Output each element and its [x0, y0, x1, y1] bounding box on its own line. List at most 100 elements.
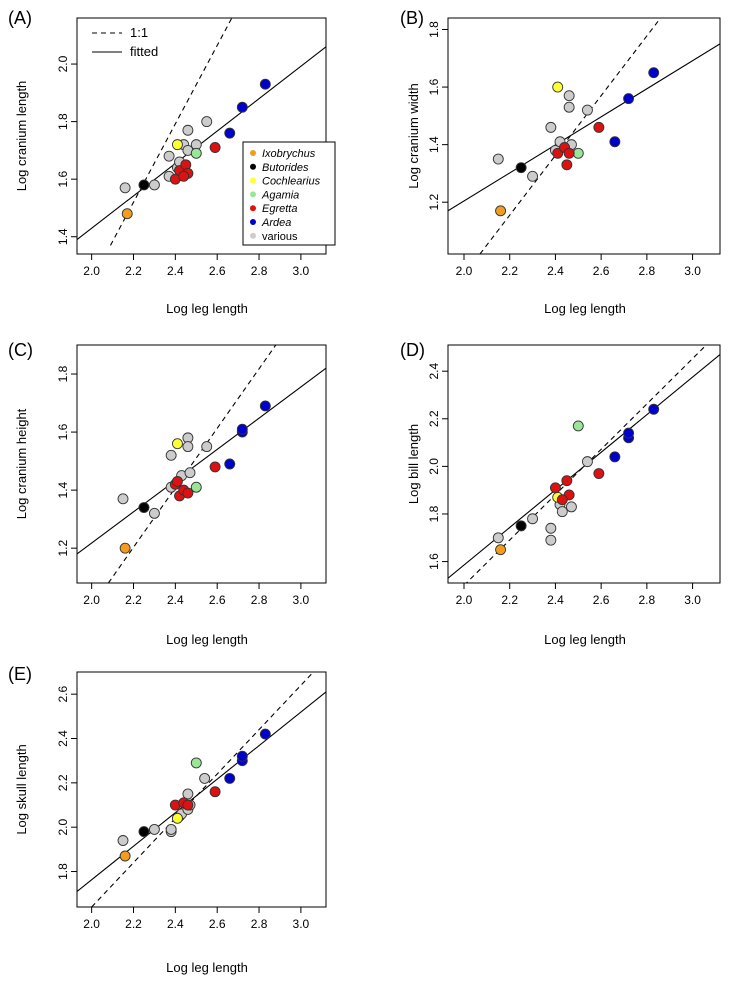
- data-point: [609, 451, 621, 463]
- x-axis-label: Log leg length: [166, 960, 248, 975]
- y-axis-label: Log bill length: [406, 424, 421, 504]
- data-point: [572, 420, 584, 432]
- y-tick-label: 2.4: [427, 363, 441, 380]
- y-tick-label: 2.6: [56, 686, 70, 703]
- data-point: [549, 482, 561, 494]
- genus-legend-box: [242, 141, 336, 246]
- data-point: [561, 475, 573, 487]
- data-point: [171, 812, 183, 824]
- data-point: [138, 179, 150, 191]
- data-point: [259, 400, 271, 412]
- data-point: [236, 101, 248, 113]
- x-tick-label: 3.0: [293, 917, 310, 931]
- data-point: [561, 159, 573, 171]
- x-tick-label: 2.2: [125, 917, 142, 931]
- plot-frame: [447, 17, 721, 255]
- data-point: [209, 786, 221, 798]
- legend-genus-label: various: [262, 231, 298, 243]
- data-point: [165, 823, 177, 835]
- data-point: [259, 78, 271, 90]
- x-axis-label: Log leg length: [166, 632, 248, 647]
- data-point: [119, 850, 131, 862]
- y-axis-label: Log cranium height: [14, 408, 29, 519]
- data-point: [148, 179, 160, 191]
- data-point: [556, 494, 568, 506]
- data-point: [563, 90, 575, 102]
- one-to-one-line: [107, 345, 277, 583]
- x-tick-label: 2.4: [167, 264, 184, 278]
- y-tick-label: 1.8: [427, 21, 441, 38]
- data-point: [190, 481, 202, 493]
- x-axis-label: Log leg length: [544, 632, 626, 647]
- y-tick-label: 1.2: [427, 194, 441, 211]
- data-point: [545, 121, 557, 133]
- x-tick-label: 2.8: [639, 264, 656, 278]
- data-point: [609, 136, 621, 148]
- data-point: [190, 147, 202, 159]
- legend: 1:1fittedIxobrychusButoridesCochleariusA…: [92, 25, 336, 246]
- panel-label: (B): [400, 8, 424, 28]
- data-point: [171, 475, 183, 487]
- y-tick-label: 2.2: [427, 410, 441, 427]
- data-point: [171, 438, 183, 450]
- legend-genus-label: Ixobrychus: [262, 148, 316, 160]
- x-tick-label: 2.4: [167, 917, 184, 931]
- y-tick-label: 1.8: [56, 365, 70, 382]
- y-tick-label: 1.6: [427, 78, 441, 95]
- one-to-one-line: [109, 18, 233, 246]
- y-axis-label: Log cranium length: [14, 81, 29, 192]
- x-tick-label: 3.0: [684, 593, 701, 607]
- data-point: [178, 170, 190, 182]
- data-point: [182, 124, 194, 136]
- legend-genus-label: Ardea: [261, 217, 291, 229]
- data-point: [259, 728, 271, 740]
- y-tick-label: 2.4: [56, 730, 70, 747]
- x-tick-label: 2.0: [456, 264, 473, 278]
- data-point: [224, 772, 236, 784]
- y-tick-label: 1.8: [56, 863, 70, 880]
- y-tick-label: 1.6: [56, 423, 70, 440]
- data-point: [182, 487, 194, 499]
- data-point: [201, 116, 213, 128]
- data-point: [182, 788, 194, 800]
- data-point: [495, 544, 507, 556]
- data-point: [199, 772, 211, 784]
- y-axis-label: Log skull length: [14, 744, 29, 834]
- panel-c: (C) 2.0 2.2 2.4 2.6 2.8 3.0 1.2 1.4 1.6 1.8 Log leg…: [8, 340, 327, 647]
- data-point: [201, 441, 213, 453]
- data-point: [527, 513, 539, 525]
- x-tick-label: 2.0: [456, 593, 473, 607]
- panel-a: (A) 2.0 2.2 2.4 2.6 2.8 3.0 1.4 1.6 1.8 2.0 Log leg…: [8, 8, 336, 316]
- x-tick-label: 3.0: [293, 593, 310, 607]
- data-point: [556, 506, 568, 518]
- y-tick-label: 1.4: [56, 228, 70, 245]
- x-tick-label: 2.6: [209, 264, 226, 278]
- x-tick-label: 2.0: [83, 264, 100, 278]
- plot-frame: [76, 344, 327, 584]
- data-point: [119, 542, 131, 554]
- data-point: [148, 507, 160, 519]
- data-point: [515, 520, 527, 532]
- y-tick-label: 1.4: [56, 481, 70, 498]
- data-point: [563, 101, 575, 113]
- legend-genus-label: Butorides: [262, 162, 309, 174]
- legend-marker: [250, 191, 256, 198]
- data-point: [581, 104, 593, 116]
- x-tick-label: 2.4: [547, 264, 564, 278]
- plot-frame: [76, 17, 327, 255]
- x-tick-label: 2.0: [83, 917, 100, 931]
- y-tick-label: 2.0: [427, 458, 441, 475]
- data-point: [623, 93, 635, 105]
- x-tick-label: 2.6: [593, 264, 610, 278]
- data-point: [121, 208, 133, 220]
- legend-genus-label: Agamia: [261, 189, 299, 201]
- data-point: [182, 799, 194, 811]
- data-point: [565, 501, 577, 513]
- legend-marker: [250, 232, 256, 239]
- panel-label: (A): [8, 8, 32, 28]
- y-tick-label: 1.8: [56, 113, 70, 130]
- data-point: [492, 153, 504, 165]
- data-point: [138, 826, 150, 838]
- x-tick-label: 2.2: [501, 593, 518, 607]
